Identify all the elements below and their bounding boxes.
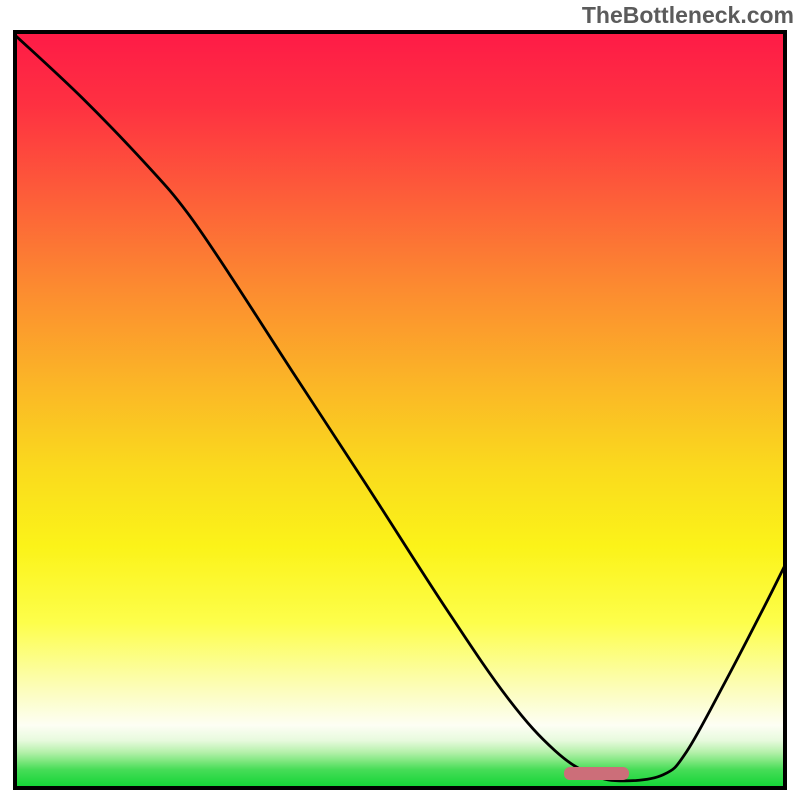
plot-area (13, 30, 787, 790)
chart-container: TheBottleneck.com (0, 0, 800, 800)
watermark-text: TheBottleneck.com (582, 2, 794, 29)
optimal-marker (564, 767, 628, 780)
gradient-background (13, 30, 787, 790)
